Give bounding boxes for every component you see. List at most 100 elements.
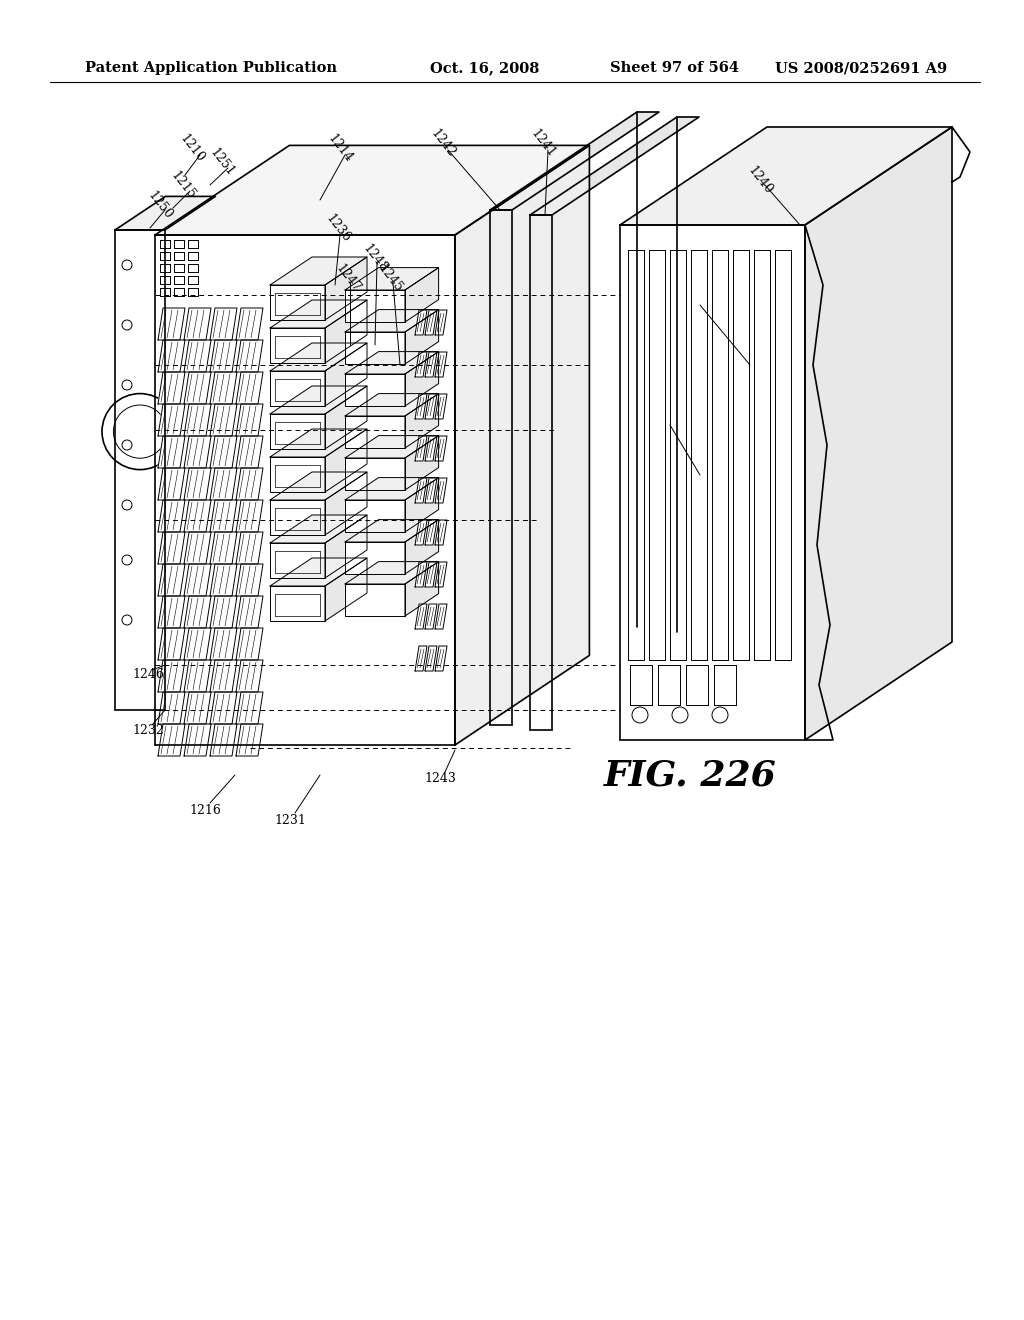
Polygon shape — [158, 660, 185, 692]
Polygon shape — [435, 310, 447, 335]
Polygon shape — [425, 520, 437, 545]
Polygon shape — [210, 372, 237, 404]
Polygon shape — [158, 564, 185, 597]
Polygon shape — [406, 436, 438, 490]
Polygon shape — [184, 660, 211, 692]
Polygon shape — [435, 393, 447, 418]
Polygon shape — [158, 436, 185, 469]
Polygon shape — [158, 404, 185, 436]
Text: 1248: 1248 — [360, 242, 390, 275]
Polygon shape — [425, 310, 437, 335]
Polygon shape — [210, 564, 237, 597]
Polygon shape — [236, 469, 263, 500]
Polygon shape — [158, 723, 185, 756]
Polygon shape — [270, 285, 325, 319]
Polygon shape — [236, 436, 263, 469]
Polygon shape — [270, 586, 325, 620]
Polygon shape — [236, 564, 263, 597]
Polygon shape — [184, 404, 211, 436]
Polygon shape — [435, 436, 447, 461]
Polygon shape — [415, 605, 427, 630]
Polygon shape — [425, 352, 437, 378]
Polygon shape — [270, 457, 325, 492]
Polygon shape — [210, 341, 237, 372]
Polygon shape — [620, 127, 952, 224]
Text: 1243: 1243 — [424, 771, 456, 784]
Polygon shape — [184, 500, 211, 532]
Polygon shape — [345, 583, 406, 616]
Polygon shape — [435, 520, 447, 545]
Polygon shape — [435, 478, 447, 503]
Text: 1251: 1251 — [207, 145, 237, 178]
Polygon shape — [805, 127, 952, 741]
Polygon shape — [236, 404, 263, 436]
Polygon shape — [406, 561, 438, 616]
Polygon shape — [406, 310, 438, 364]
Polygon shape — [530, 117, 699, 215]
Polygon shape — [155, 145, 590, 235]
Polygon shape — [415, 310, 427, 335]
Polygon shape — [270, 257, 367, 285]
Polygon shape — [425, 645, 437, 671]
Polygon shape — [345, 561, 438, 583]
Polygon shape — [425, 393, 437, 418]
Polygon shape — [270, 414, 325, 449]
Text: Sheet 97 of 564: Sheet 97 of 564 — [610, 61, 739, 75]
Polygon shape — [345, 543, 406, 574]
Polygon shape — [210, 723, 237, 756]
Text: 1210: 1210 — [177, 132, 207, 165]
Polygon shape — [435, 352, 447, 378]
Polygon shape — [184, 436, 211, 469]
Polygon shape — [210, 469, 237, 500]
Polygon shape — [236, 723, 263, 756]
Polygon shape — [270, 385, 367, 414]
Polygon shape — [184, 564, 211, 597]
Text: 1240: 1240 — [745, 164, 775, 197]
Polygon shape — [325, 473, 367, 535]
Polygon shape — [270, 300, 367, 327]
Polygon shape — [236, 597, 263, 628]
Polygon shape — [490, 112, 659, 210]
Polygon shape — [435, 605, 447, 630]
Polygon shape — [184, 308, 211, 341]
Polygon shape — [325, 429, 367, 492]
Polygon shape — [345, 478, 438, 500]
Polygon shape — [210, 500, 237, 532]
Polygon shape — [184, 723, 211, 756]
Polygon shape — [158, 532, 185, 564]
Polygon shape — [210, 308, 237, 341]
Polygon shape — [345, 500, 406, 532]
Polygon shape — [345, 268, 438, 290]
Polygon shape — [345, 310, 438, 333]
Polygon shape — [325, 515, 367, 578]
Polygon shape — [184, 469, 211, 500]
Text: 1231: 1231 — [274, 813, 306, 826]
Polygon shape — [210, 532, 237, 564]
Polygon shape — [345, 436, 438, 458]
Polygon shape — [158, 341, 185, 372]
Polygon shape — [210, 436, 237, 469]
Text: 1216: 1216 — [189, 804, 221, 817]
Polygon shape — [415, 562, 427, 587]
Text: 1247: 1247 — [333, 261, 362, 294]
Polygon shape — [425, 478, 437, 503]
Polygon shape — [158, 628, 185, 660]
Text: 1245: 1245 — [375, 261, 404, 294]
Polygon shape — [345, 520, 438, 543]
Polygon shape — [345, 458, 406, 490]
Polygon shape — [210, 660, 237, 692]
Polygon shape — [184, 341, 211, 372]
Polygon shape — [236, 372, 263, 404]
Text: 1246: 1246 — [132, 668, 164, 681]
Polygon shape — [158, 308, 185, 341]
Polygon shape — [325, 300, 367, 363]
Polygon shape — [406, 393, 438, 447]
Text: 1232: 1232 — [132, 723, 164, 737]
Polygon shape — [415, 478, 427, 503]
Polygon shape — [345, 374, 406, 407]
Polygon shape — [415, 352, 427, 378]
Text: 1241: 1241 — [528, 127, 558, 160]
Polygon shape — [270, 371, 325, 407]
Text: Patent Application Publication: Patent Application Publication — [85, 61, 337, 75]
Polygon shape — [345, 416, 406, 447]
